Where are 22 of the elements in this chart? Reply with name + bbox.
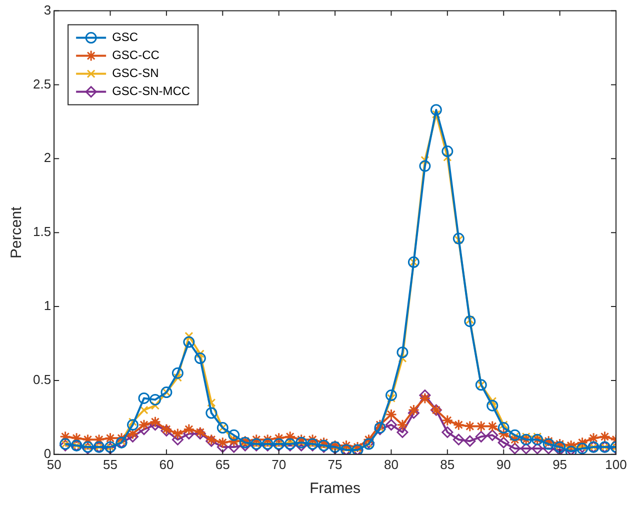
legend-label: GSC	[112, 30, 138, 44]
x-tick-label: 60	[159, 456, 174, 472]
y-axis-title: Percent	[8, 206, 26, 258]
x-tick-label: 90	[496, 456, 511, 472]
x-tick-label: 80	[384, 456, 398, 472]
x-tick-label: 55	[103, 456, 118, 472]
x-axis-title: Frames	[310, 480, 360, 498]
y-tick-label: 0.5	[32, 372, 52, 388]
x-tick-label: 70	[272, 456, 286, 472]
y-tick-label: 1.5	[32, 224, 52, 240]
x-tick-label: 95	[552, 456, 568, 472]
y-tick-label: 1	[44, 298, 52, 314]
y-tick-label: 2.5	[32, 76, 52, 92]
x-tick-label: 100	[605, 456, 627, 472]
x-tick-label: 65	[215, 456, 230, 472]
y-tick-label: 3	[44, 2, 52, 18]
y-tick-label: 2	[44, 150, 52, 166]
legend-label: GSC-CC	[112, 48, 160, 62]
legend-label: GSC-SN	[112, 66, 159, 80]
legend-label: GSC-SN-MCC	[112, 84, 190, 98]
x-tick-label: 85	[440, 456, 455, 472]
x-tick-label: 75	[328, 456, 342, 472]
